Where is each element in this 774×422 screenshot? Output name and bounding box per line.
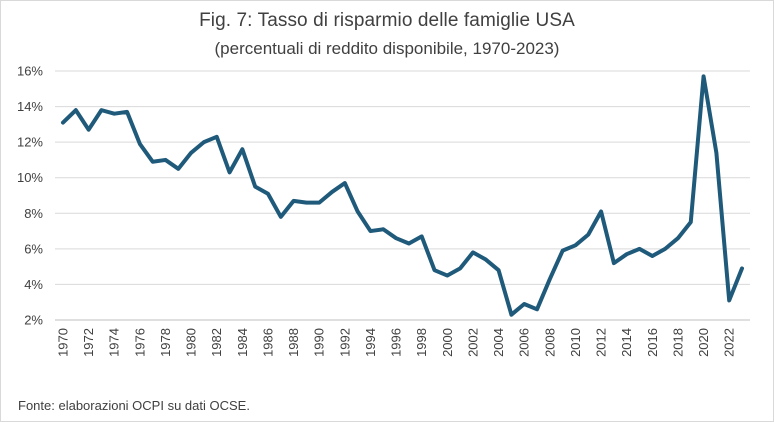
x-tick-label: 2004 bbox=[491, 328, 506, 357]
x-tick-label: 2020 bbox=[696, 328, 711, 357]
x-tick-label: 2014 bbox=[619, 328, 634, 357]
x-tick-label: 1986 bbox=[260, 328, 275, 357]
x-tick-label: 2018 bbox=[670, 328, 685, 357]
y-tick-label: 8% bbox=[24, 206, 43, 221]
x-tick-label: 1984 bbox=[235, 328, 250, 357]
source-note: Fonte: elaborazioni OCPI su dati OCSE. bbox=[18, 398, 250, 413]
series-savings-rate bbox=[61, 74, 744, 317]
y-tick-label: 10% bbox=[17, 170, 43, 185]
x-tick-label: 2002 bbox=[465, 328, 480, 357]
y-tick-label: 16% bbox=[17, 64, 43, 79]
y-axis-ticks: 2% 4% 6% 8% 10% 12% 14% 16% bbox=[17, 64, 43, 328]
x-tick-label: 1994 bbox=[363, 328, 378, 357]
y-tick-label: 14% bbox=[17, 99, 43, 114]
x-tick-label: 1972 bbox=[81, 328, 96, 357]
x-tick-label: 1978 bbox=[158, 328, 173, 357]
y-tick-label: 6% bbox=[24, 241, 43, 256]
x-tick-label: 1998 bbox=[414, 328, 429, 357]
chart-subtitle: (percentuali di reddito disponibile, 197… bbox=[214, 39, 560, 58]
x-tick-label: 2000 bbox=[440, 328, 455, 357]
x-tick-label: 2008 bbox=[542, 328, 557, 357]
x-tick-label: 2016 bbox=[645, 328, 660, 357]
x-axis-ticks: 1970 1972 1974 1976 1978 1980 1982 1984 1986 1988… bbox=[56, 328, 737, 357]
x-tick-label: 1974 bbox=[107, 328, 122, 357]
y-tick-label: 2% bbox=[24, 313, 43, 328]
gridlines bbox=[55, 70, 750, 285]
x-tick-label: 1982 bbox=[209, 328, 224, 357]
x-tick-label: 1992 bbox=[337, 328, 352, 357]
chart-title: Fig. 7: Tasso di risparmio delle famigli… bbox=[199, 10, 575, 31]
x-tick-label: 1988 bbox=[286, 328, 301, 357]
x-tick-label: 1980 bbox=[184, 328, 199, 357]
x-tick-label: 1970 bbox=[56, 328, 71, 357]
x-tick-label: 2010 bbox=[568, 328, 583, 357]
x-tick-label: 1990 bbox=[312, 328, 327, 357]
y-tick-label: 4% bbox=[24, 277, 43, 292]
x-tick-label: 2012 bbox=[594, 328, 609, 357]
series-line bbox=[61, 74, 744, 317]
x-tick-label: 2006 bbox=[517, 328, 532, 357]
x-tick-label: 1996 bbox=[389, 328, 404, 357]
x-tick-label: 1976 bbox=[132, 328, 147, 357]
x-tick-label: 2022 bbox=[722, 328, 737, 357]
y-tick-label: 12% bbox=[17, 135, 43, 150]
